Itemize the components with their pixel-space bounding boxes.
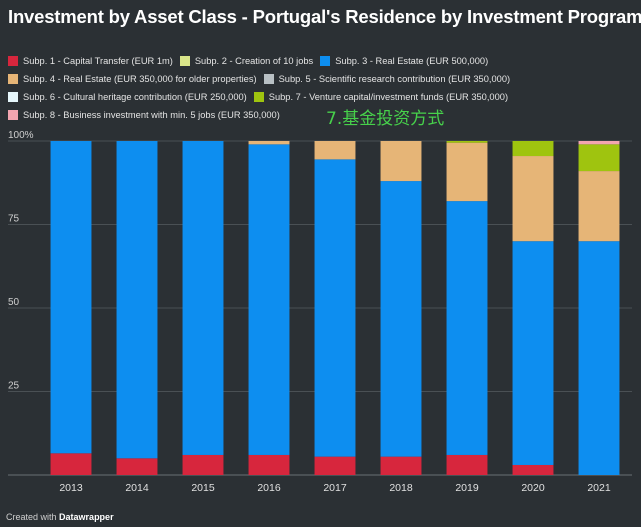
legend-label: Subp. 5 - Scientific research contributi… xyxy=(278,74,511,84)
annotation-label: 7.基金投资方式 xyxy=(326,109,445,129)
legend-row: Subp. 1 - Capital Transfer (EUR 1m) Subp.… xyxy=(8,52,638,70)
legend-swatch xyxy=(8,74,18,84)
x-tick-label: 2021 xyxy=(587,482,611,494)
bar-segment xyxy=(380,141,422,182)
bar-segment xyxy=(50,453,92,475)
bar-segment xyxy=(248,144,290,455)
legend-label: Subp. 7 - Venture capital/investment fun… xyxy=(268,92,509,102)
bar-segment xyxy=(446,142,488,202)
legend-item: Subp. 3 - Real Estate (EUR 500,000) xyxy=(320,56,488,66)
bar-segment xyxy=(446,454,488,475)
bar-segment xyxy=(50,141,92,454)
legend: Subp. 1 - Capital Transfer (EUR 1m) Subp.… xyxy=(8,52,638,124)
bar-segment xyxy=(314,159,356,457)
footer-brand[interactable]: Datawrapper xyxy=(59,512,114,522)
bar-segment xyxy=(512,241,554,465)
x-tick-label: 2017 xyxy=(323,482,347,494)
bar-segment xyxy=(578,241,620,475)
legend-row: Subp. 4 - Real Estate (EUR 350,000 for o… xyxy=(8,70,638,88)
legend-item: Subp. 2 - Creation of 10 jobs xyxy=(179,56,314,66)
legend-label: Subp. 1 - Capital Transfer (EUR 1m) xyxy=(23,56,173,66)
legend-row: Subp. 6 - Cultural heritage contribution… xyxy=(8,88,638,106)
y-tick-label: 50 xyxy=(8,297,20,308)
bar-segment xyxy=(446,201,488,455)
y-tick-label: 75 xyxy=(8,214,20,225)
bar-segment xyxy=(578,141,620,145)
bar-segment xyxy=(380,181,422,457)
footer-prefix: Created with xyxy=(6,512,57,522)
y-tick-label: 100% xyxy=(8,130,34,141)
bar-segment xyxy=(578,144,620,172)
legend-swatch xyxy=(320,56,331,66)
x-tick-label: 2013 xyxy=(59,482,83,494)
bar-segment xyxy=(578,171,620,242)
x-tick-label: 2018 xyxy=(389,482,413,494)
bar-segment xyxy=(116,141,158,459)
bar-segment xyxy=(116,458,158,475)
y-tick-label: 25 xyxy=(8,381,20,392)
legend-label: Subp. 4 - Real Estate (EUR 350,000 for o… xyxy=(23,74,257,84)
legend-label: Subp. 3 - Real Estate (EUR 500,000) xyxy=(335,56,489,66)
legend-label: Subp. 2 - Creation of 10 jobs xyxy=(194,56,314,66)
bar-segment xyxy=(182,141,224,455)
x-tick-label: 2019 xyxy=(455,482,479,494)
bar-segment xyxy=(380,456,422,475)
footer: Created with Datawrapper xyxy=(6,512,114,522)
legend-item: Subp. 4 - Real Estate (EUR 350,000 for o… xyxy=(8,74,257,84)
x-tick-label: 2015 xyxy=(191,482,215,494)
x-tick-label: 2014 xyxy=(125,482,149,494)
bar-segment xyxy=(512,464,554,475)
legend-label: Subp. 8 - Business investment with min. … xyxy=(23,110,280,120)
legend-swatch xyxy=(8,92,18,102)
legend-swatch xyxy=(8,110,18,120)
bar-segment xyxy=(446,141,488,143)
bar-segment xyxy=(314,141,356,160)
legend-label: Subp. 6 - Cultural heritage contribution… xyxy=(23,92,247,102)
legend-item: Subp. 6 - Cultural heritage contribution… xyxy=(8,92,247,102)
bar-segment xyxy=(182,454,224,475)
bar-segment xyxy=(512,156,554,242)
legend-item: Subp. 5 - Scientific research contributi… xyxy=(263,74,511,84)
bar-segment xyxy=(248,454,290,475)
bar-segment xyxy=(248,141,290,145)
legend-swatch xyxy=(179,56,190,66)
legend-swatch xyxy=(253,92,264,102)
x-tick-label: 2016 xyxy=(257,482,281,494)
bar-segment xyxy=(314,456,356,475)
chart-title: Investment by Asset Class - Portugal's R… xyxy=(8,6,641,27)
legend-swatch xyxy=(263,74,274,84)
bar-segment xyxy=(512,141,554,157)
legend-swatch xyxy=(8,56,18,66)
x-tick-label: 2020 xyxy=(521,482,545,494)
legend-row: Subp. 8 - Business investment with min. … xyxy=(8,106,638,124)
legend-item: Subp. 7 - Venture capital/investment fun… xyxy=(253,92,509,102)
legend-item: Subp. 1 - Capital Transfer (EUR 1m) xyxy=(8,56,173,66)
legend-item: Subp. 8 - Business investment with min. … xyxy=(8,110,280,120)
